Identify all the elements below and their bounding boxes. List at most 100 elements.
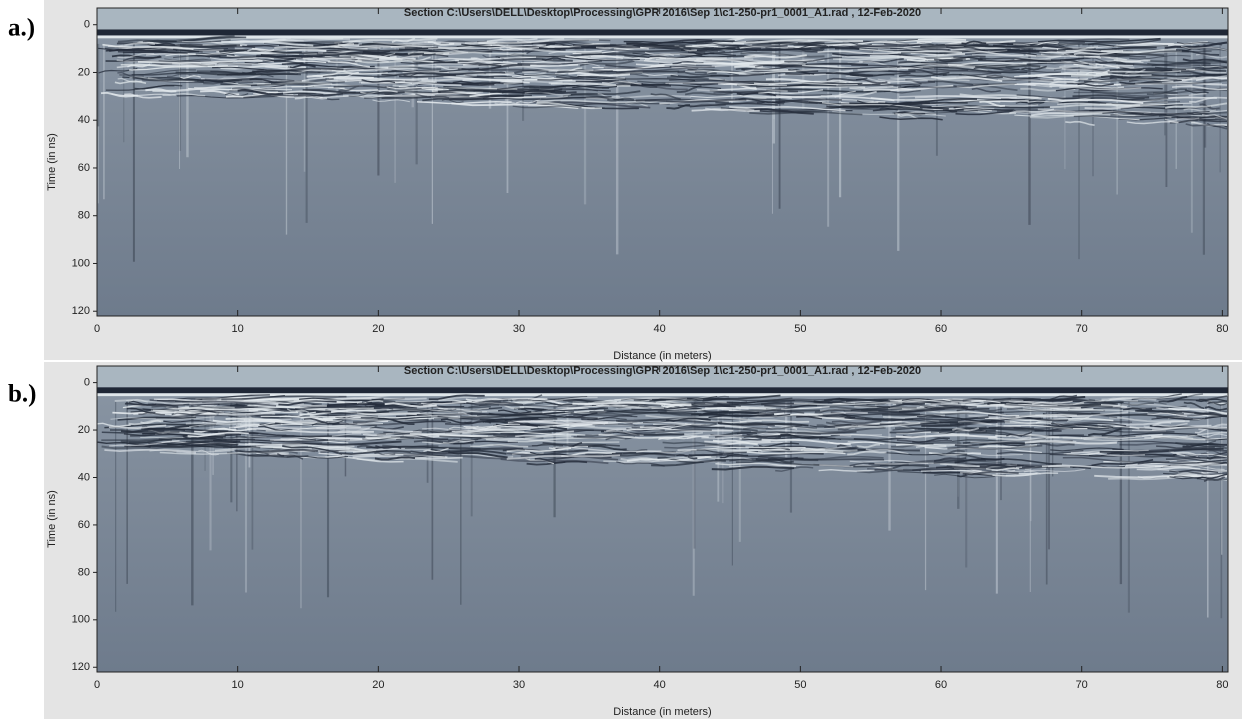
reflection: [361, 79, 396, 84]
reflection: [819, 438, 934, 445]
reflection: [928, 452, 982, 456]
reflection: [912, 464, 1024, 471]
reflection: [986, 74, 1038, 80]
reflection: [849, 459, 929, 464]
reflection: [878, 405, 977, 413]
reflection: [218, 427, 253, 432]
reflection: [147, 42, 176, 47]
reflection: [851, 64, 969, 71]
x-tick-label: 10: [232, 679, 244, 691]
reflection: [255, 450, 298, 454]
reflection: [1156, 407, 1209, 414]
reflection: [635, 98, 747, 103]
reflection: [872, 418, 991, 424]
reflection: [1189, 96, 1228, 103]
y-tick-label: 20: [78, 424, 90, 436]
reflection: [128, 419, 164, 426]
chart-title: Section C:\Users\DELL\Desktop\Processing…: [404, 7, 921, 19]
reflection: [1041, 464, 1163, 469]
reflection: [940, 411, 1020, 417]
x-tick-label: 0: [94, 323, 100, 335]
reflection: [265, 426, 361, 432]
reflection: [501, 88, 563, 94]
reflection: [258, 425, 293, 432]
reflection: [585, 94, 692, 100]
reflection: [850, 73, 895, 78]
reflection: [356, 457, 458, 463]
reflection: [904, 416, 989, 422]
reflection: [956, 408, 1003, 412]
x-tick-label: 50: [794, 323, 806, 335]
reflection: [879, 116, 943, 121]
reflection: [1073, 50, 1124, 56]
reflection: [202, 396, 308, 401]
reflection: [892, 108, 1015, 114]
reflection: [1157, 393, 1204, 401]
reflection: [944, 43, 1013, 49]
reflection: [536, 101, 603, 110]
reflection: [506, 454, 621, 460]
reflection: [279, 411, 316, 418]
reflection: [962, 397, 1012, 402]
reflection: [554, 45, 641, 50]
reflection: [677, 71, 717, 76]
reflection: [490, 44, 540, 50]
reflection: [111, 93, 176, 97]
reflection: [858, 41, 932, 45]
reflection: [847, 450, 887, 456]
reflection: [1015, 101, 1045, 105]
reflection: [784, 56, 842, 63]
reflection: [1187, 87, 1228, 91]
reflection: [1049, 453, 1177, 457]
reflection: [1090, 90, 1178, 95]
reflection: [400, 408, 502, 413]
reflection: [387, 87, 518, 92]
reflection: [704, 456, 752, 461]
reflection: [1182, 443, 1228, 448]
reflection: [704, 409, 820, 415]
reflection: [684, 92, 733, 96]
reflection: [339, 450, 411, 455]
reflection: [428, 447, 524, 455]
reflection: [879, 459, 965, 467]
reflection: [745, 40, 825, 45]
reflection: [489, 90, 577, 95]
reflection: [572, 401, 692, 407]
reflection: [349, 89, 477, 95]
reflection: [568, 71, 631, 77]
reflection: [1021, 65, 1047, 71]
reflection: [228, 415, 293, 420]
reflection: [665, 81, 787, 86]
reflection: [713, 399, 795, 406]
reflection: [1099, 102, 1192, 107]
reflection: [257, 55, 323, 59]
reflection: [808, 413, 845, 420]
panel-label: b.): [8, 381, 36, 408]
reflection: [451, 102, 579, 109]
reflection: [105, 85, 175, 91]
reflection: [988, 436, 1082, 441]
reflection: [649, 395, 718, 402]
reflection: [1151, 73, 1228, 78]
reflection: [686, 433, 743, 440]
reflection: [274, 43, 354, 49]
reflection: [142, 39, 231, 44]
reflection: [950, 49, 1024, 57]
reflection: [107, 42, 155, 48]
reflection: [702, 397, 793, 402]
reflection: [345, 50, 391, 55]
reflection: [715, 459, 820, 466]
reflection: [800, 447, 826, 451]
reflection: [701, 434, 831, 439]
reflection: [457, 64, 531, 71]
reflection: [780, 433, 823, 439]
reflection: [326, 79, 413, 85]
reflection: [1168, 117, 1200, 123]
reflection: [362, 433, 428, 437]
y-tick-label: 100: [72, 614, 90, 626]
reflection: [465, 425, 537, 430]
reflection: [493, 437, 620, 444]
reflection: [793, 401, 903, 406]
reflection: [1183, 107, 1217, 113]
reflection: [356, 54, 423, 62]
